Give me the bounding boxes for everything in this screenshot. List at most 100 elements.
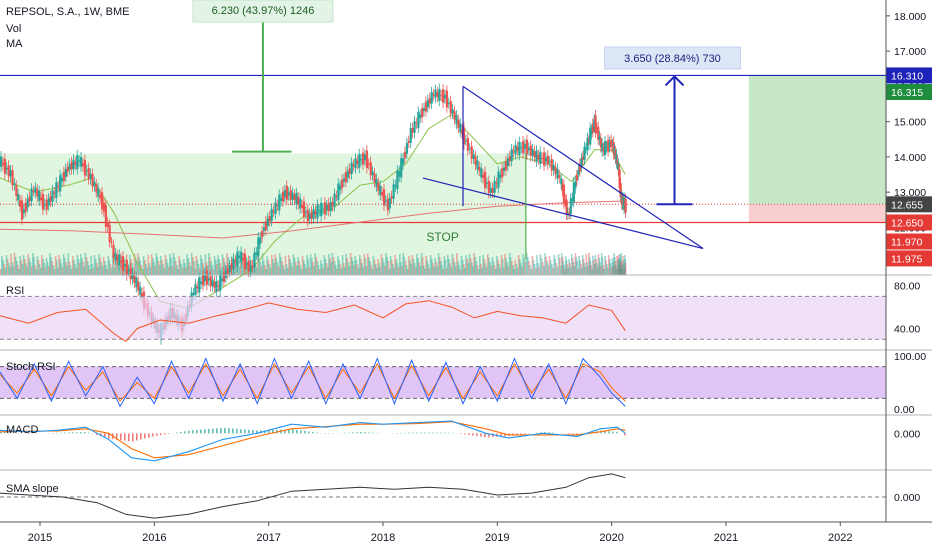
macd-bar [548, 432, 550, 434]
volume-bar [46, 262, 49, 275]
volume-bar [438, 257, 441, 275]
macd-bar [520, 433, 522, 435]
macd-bar [304, 430, 306, 434]
candle-body [333, 193, 336, 207]
candle-body [287, 192, 290, 196]
candle-body [415, 123, 418, 125]
candle-body [207, 278, 210, 281]
volume-bar [283, 269, 286, 275]
volume-bar [607, 268, 609, 275]
year-tick-label: 2018 [371, 532, 395, 544]
volume-bar [149, 267, 152, 275]
candle-body [274, 202, 277, 215]
macd-bar [92, 433, 94, 434]
volume-bar [305, 268, 307, 275]
volume-bar [348, 266, 351, 275]
volume-bar [584, 267, 587, 275]
price-pane[interactable]: 6.230 (43.97%) 1246 3.650 (28.84%) 730 STO… [0, 0, 886, 345]
volume-bar [394, 255, 397, 275]
volume-bar [624, 263, 627, 275]
volume-bar [363, 254, 366, 275]
volume-bar [503, 267, 505, 275]
volume-bar [19, 256, 22, 275]
volume-bar [493, 265, 496, 275]
volume-bar [180, 264, 183, 275]
candle-body [60, 178, 64, 182]
volume-bar [304, 264, 306, 275]
volume-bar [234, 268, 236, 275]
candle-body [558, 175, 561, 179]
candle-body [589, 127, 592, 145]
volume-bar [224, 262, 226, 275]
candle-body [602, 147, 605, 151]
volume-bar [302, 260, 305, 275]
volume-bar [616, 256, 618, 275]
candle-body [587, 140, 591, 142]
volume-bar [413, 263, 416, 275]
macd-bar [120, 433, 122, 441]
stoch-rsi-pane[interactable] [0, 357, 886, 408]
volume-bar [623, 264, 625, 275]
volume-bar [605, 260, 607, 275]
volume-bar [585, 254, 588, 275]
rsi-pane[interactable] [0, 295, 886, 343]
volume-bar [524, 262, 527, 275]
volume-bar [148, 263, 151, 275]
volume-bar [200, 255, 202, 275]
candle-body [564, 199, 567, 202]
candle-body [365, 150, 369, 168]
volume-bar [294, 262, 297, 275]
volume-bar [581, 255, 584, 275]
macd-pane[interactable] [0, 420, 626, 462]
candle-body [335, 195, 338, 197]
volume-bar [9, 267, 11, 275]
volume-bar [467, 263, 470, 275]
candle-body [457, 119, 460, 128]
macd-bar [132, 433, 134, 442]
candle-body [605, 146, 608, 148]
price-label-box [886, 84, 932, 101]
volume-bar [475, 261, 478, 275]
candle-body [211, 279, 214, 287]
candle-body [36, 189, 39, 197]
candle-body [584, 148, 588, 150]
volume-bar [28, 258, 31, 275]
volume-bar [623, 255, 626, 275]
price-tick-label: 18.000 [894, 11, 926, 23]
macd-bar [244, 429, 246, 434]
candle-body [398, 170, 401, 177]
candle-body [506, 158, 510, 167]
volume-bar [12, 266, 15, 275]
volume-bar [129, 255, 131, 275]
volume-bar [567, 268, 569, 275]
volume-bar [529, 265, 531, 275]
candle-body [301, 205, 304, 209]
sma-slope-pane[interactable] [0, 473, 886, 519]
candle-body [1, 162, 5, 166]
candle-body [99, 194, 102, 199]
rsi-tick-40: 40.00 [894, 324, 920, 336]
candle-body [230, 263, 233, 270]
volume-bar [560, 266, 562, 275]
volume-bar [67, 253, 70, 275]
volume-bar [188, 262, 191, 275]
volume-bar [614, 261, 617, 275]
candle-body [344, 172, 348, 183]
year-tick-label: 2016 [142, 532, 166, 544]
vol-indicator-label: Vol [6, 23, 21, 35]
candle-body [222, 272, 226, 282]
volume-bar [596, 267, 599, 275]
candle-body [114, 253, 117, 260]
volume-bar [226, 253, 228, 275]
macd-bar [424, 432, 426, 434]
volume-bar [60, 263, 63, 275]
volume-bar [582, 259, 585, 275]
candle-body [529, 145, 532, 156]
macd-bar [136, 433, 138, 441]
volume-bar [284, 256, 287, 275]
macd-bar [8, 432, 10, 434]
candle-body [403, 151, 407, 158]
volume-bar [85, 257, 88, 275]
volume-bar [571, 258, 574, 275]
